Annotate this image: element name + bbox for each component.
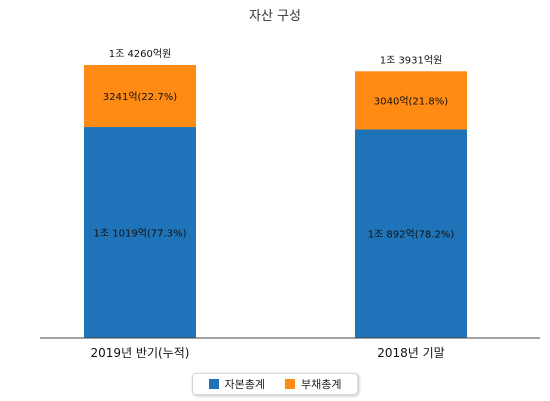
legend-swatch-equity xyxy=(208,379,219,389)
chart-title: 자산 구성 xyxy=(249,9,301,24)
legend-item-liabilities[interactable]: 부채총계 xyxy=(285,376,341,392)
legend: 자본총계 부채총계 xyxy=(192,373,358,395)
data-label-equity-2018: 1조 892억(78.2%) xyxy=(368,229,455,241)
legend-item-equity[interactable]: 자본총계 xyxy=(208,376,265,392)
data-label-liabilities-2018: 3040억(21.8%) xyxy=(374,95,448,107)
bar-equity-2018[interactable] xyxy=(355,129,467,338)
legend-swatch-liabilities xyxy=(285,379,295,389)
total-label-2019: 1조 4260억원 xyxy=(109,48,172,60)
category-label-2018: 2018년 기말 xyxy=(377,346,444,360)
category-label-2019: 2019년 반기(누적) xyxy=(91,346,190,360)
bar-liabilities-2019[interactable] xyxy=(84,65,196,128)
legend-label-equity: 자본총계 xyxy=(224,378,265,391)
data-label-liabilities-2019: 3241억(22.7%) xyxy=(103,91,177,103)
bar-liabilities-2018[interactable] xyxy=(355,71,467,130)
legend-label-liabilities: 부채총계 xyxy=(301,378,342,391)
data-label-equity-2019: 1조 1019억(77.3%) xyxy=(94,228,187,240)
total-label-2018: 1조 3931억원 xyxy=(380,54,443,66)
bar-equity-2019[interactable] xyxy=(84,127,196,338)
